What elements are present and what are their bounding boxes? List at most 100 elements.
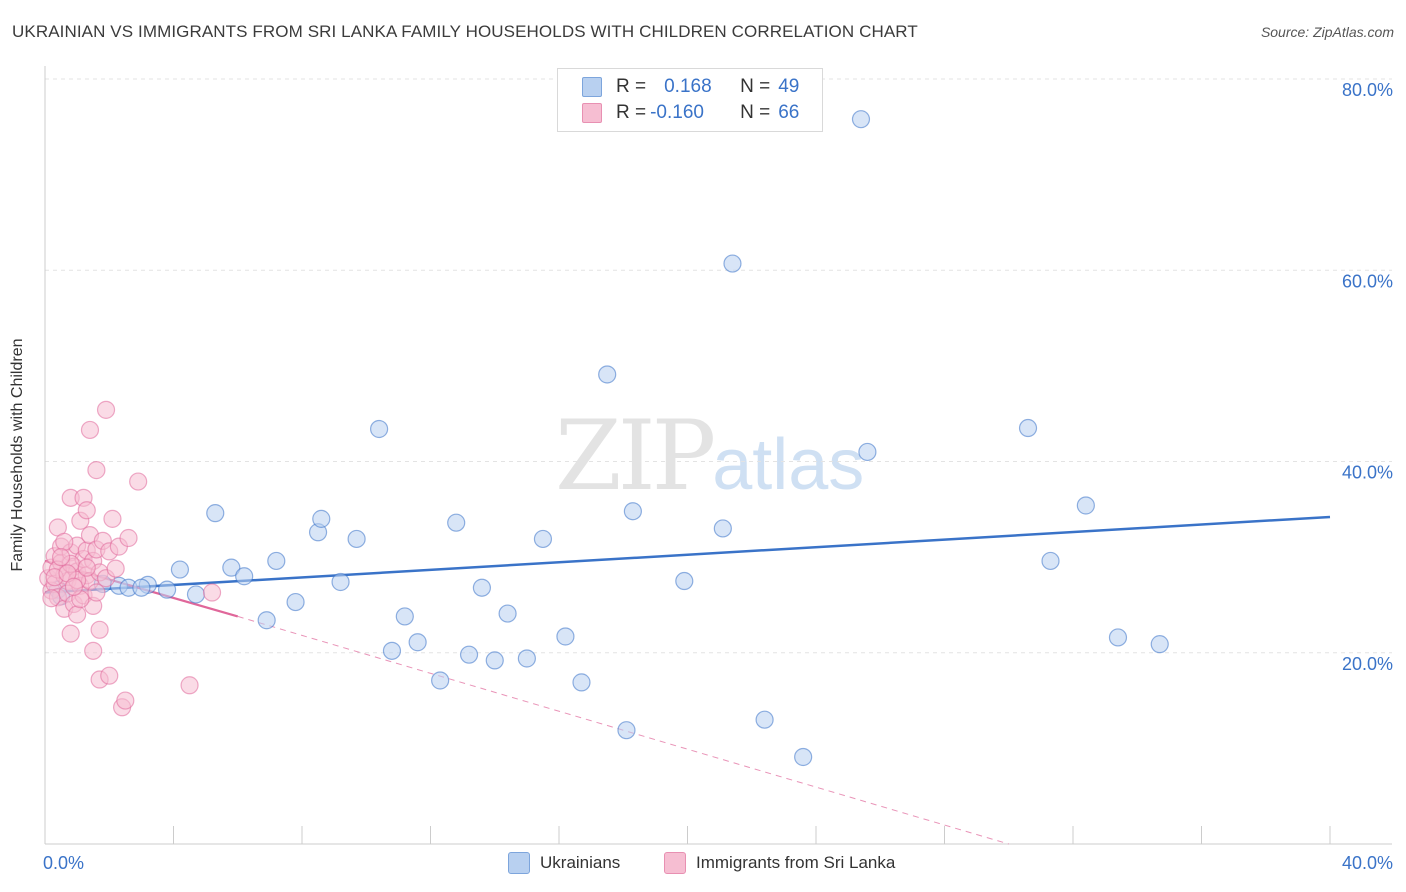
point-ukrainians: [459, 645, 479, 664]
point-ukrainians: [623, 502, 642, 521]
point-ukrainians: [395, 607, 414, 626]
point-ukrainians: [267, 551, 286, 571]
point-ukrainians: [794, 747, 813, 767]
point-ukrainians: [1076, 496, 1095, 515]
watermark-zip: ZIP: [555, 400, 716, 512]
axes: [44, 66, 1392, 845]
point-ukrainians: [556, 627, 575, 646]
legend-item-sri-lanka: Immigrants from Sri Lanka: [664, 852, 895, 874]
legend-label-ukrainians: Ukrainians: [540, 853, 621, 872]
point-ukrainians: [1018, 418, 1038, 438]
point-ukrainians: [1150, 635, 1169, 654]
legend-item-ukrainians: Ukrainians: [508, 852, 620, 874]
legend-swatch-blue: [508, 852, 530, 874]
point-ukrainians: [851, 110, 871, 129]
y-tick-label: 80.0%: [1342, 80, 1393, 100]
point-sri-lanka: [42, 589, 61, 608]
point-ukrainians: [675, 571, 694, 591]
point-sri-lanka: [180, 676, 199, 695]
point-sri-lanka: [77, 501, 96, 520]
correlation-legend: R = 0.168 N = 49 R = -0.160 N = 66: [557, 68, 823, 132]
point-sri-lanka: [119, 528, 138, 548]
watermark: ZIPatlas: [555, 400, 864, 512]
legend-n-value: 49: [778, 76, 800, 97]
point-ukrainians: [617, 721, 636, 740]
legend-n-label: N =: [740, 102, 771, 123]
point-ukrainians: [382, 641, 402, 660]
point-ukrainians: [472, 578, 491, 597]
y-tick-label: 20.0%: [1342, 654, 1393, 674]
point-sri-lanka: [96, 400, 116, 419]
point-ukrainians: [408, 633, 427, 652]
tick-labels: 20.0% 40.0% 60.0% 80.0% 0.0% 40.0%: [43, 80, 1393, 873]
point-ukrainians: [755, 710, 774, 729]
point-ukrainians: [572, 673, 591, 692]
y-tick-label: 40.0%: [1342, 463, 1393, 483]
legend-swatch-pink: [582, 103, 602, 123]
point-ukrainians: [186, 585, 206, 604]
point-sri-lanka: [90, 620, 109, 639]
point-ukrainians: [858, 442, 877, 462]
point-sri-lanka: [80, 420, 100, 440]
point-ukrainians: [257, 611, 276, 630]
point-ukrainians: [598, 365, 617, 384]
point-sri-lanka: [103, 509, 122, 528]
legend-row-ukrainians: R = 0.168 N = 49: [582, 76, 800, 98]
data-points: [39, 110, 1169, 767]
point-ukrainians: [1108, 628, 1128, 647]
point-sri-lanka: [129, 472, 148, 491]
point-sri-lanka: [55, 532, 74, 551]
series-legend: Ukrainians Immigrants from Sri Lanka: [0, 852, 1406, 876]
y-tick-label: 60.0%: [1342, 271, 1393, 291]
point-ukrainians: [312, 509, 331, 528]
point-ukrainians: [498, 604, 517, 623]
point-ukrainians: [431, 671, 450, 690]
gridlines: [45, 78, 1392, 654]
legend-swatch-blue: [582, 77, 602, 97]
point-ukrainians: [157, 580, 177, 599]
point-sri-lanka: [77, 558, 96, 577]
point-sri-lanka: [87, 583, 106, 602]
point-ukrainians: [370, 419, 389, 439]
watermark-atlas: atlas: [712, 425, 865, 505]
point-sri-lanka: [51, 548, 71, 567]
point-ukrainians: [1041, 551, 1060, 571]
point-ukrainians: [723, 254, 742, 273]
legend-row-sri-lanka: R = -0.160 N = 66: [582, 102, 800, 124]
point-sri-lanka: [68, 605, 87, 624]
point-ukrainians: [235, 567, 254, 586]
x-tick-label-max: 40.0%: [1342, 853, 1393, 873]
legend-r-value: -0.160: [650, 102, 704, 123]
legend-swatch-pink: [664, 852, 686, 874]
x-tick-label-min: 0.0%: [43, 853, 84, 873]
legend-label-sri-lanka: Immigrants from Sri Lanka: [696, 853, 896, 872]
point-sri-lanka: [100, 666, 119, 685]
legend-r-label: R =: [616, 102, 647, 123]
point-sri-lanka: [64, 577, 84, 596]
point-ukrainians: [206, 504, 225, 523]
point-sri-lanka: [87, 461, 106, 480]
point-ukrainians: [713, 519, 732, 538]
point-ukrainians: [331, 572, 350, 592]
point-ukrainians: [447, 513, 466, 532]
point-ukrainians: [170, 560, 190, 579]
legend-r-value: 0.168: [664, 76, 712, 97]
y-axis-label: Family Households with Children: [9, 338, 26, 572]
point-ukrainians: [132, 578, 151, 597]
point-ukrainians: [222, 558, 241, 577]
point-ukrainians: [286, 592, 305, 612]
point-sri-lanka: [84, 641, 103, 660]
point-ukrainians: [517, 649, 536, 668]
legend-r-label: R =: [616, 76, 647, 97]
point-ukrainians: [533, 529, 553, 549]
legend-n-label: N =: [740, 76, 771, 97]
point-sri-lanka: [61, 624, 80, 643]
point-ukrainians: [485, 651, 504, 670]
chart-title: UKRAINIAN VS IMMIGRANTS FROM SRI LANKA F…: [12, 22, 918, 41]
legend-n-value: 66: [778, 102, 800, 123]
point-sri-lanka: [202, 583, 222, 602]
point-sri-lanka: [106, 559, 125, 578]
trend-line-ukrainians: [44, 515, 1331, 594]
source-label: Source: ZipAtlas.com: [1260, 24, 1394, 40]
